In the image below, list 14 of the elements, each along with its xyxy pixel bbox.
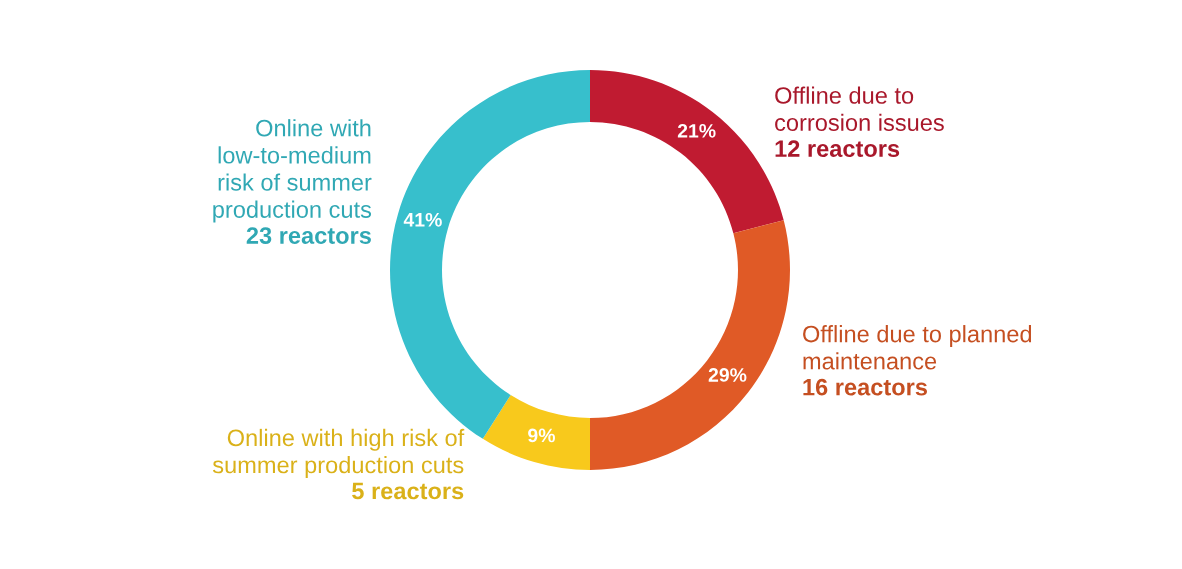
slice-label: Online with high risk of summer production cuts <box>212 428 465 478</box>
data-label: 41% <box>403 212 442 227</box>
donut-slice <box>590 220 790 470</box>
slice-label: Offline due to corrosion issues <box>775 86 944 132</box>
text: 16 reactors <box>803 378 927 396</box>
text: 5 reactors <box>352 482 464 500</box>
data-label: 9% <box>528 428 555 443</box>
text: 23 reactors <box>246 227 371 244</box>
data-label: 21% <box>677 123 716 138</box>
slice-label: Online with low-to-medium risk of summer production cuts <box>213 119 372 223</box>
donut-slice <box>482 394 590 470</box>
data-label: 29% <box>708 368 747 382</box>
text: 12 reactors <box>775 140 900 158</box>
slice-label: Offline due to planned maintenance <box>803 325 1032 370</box>
